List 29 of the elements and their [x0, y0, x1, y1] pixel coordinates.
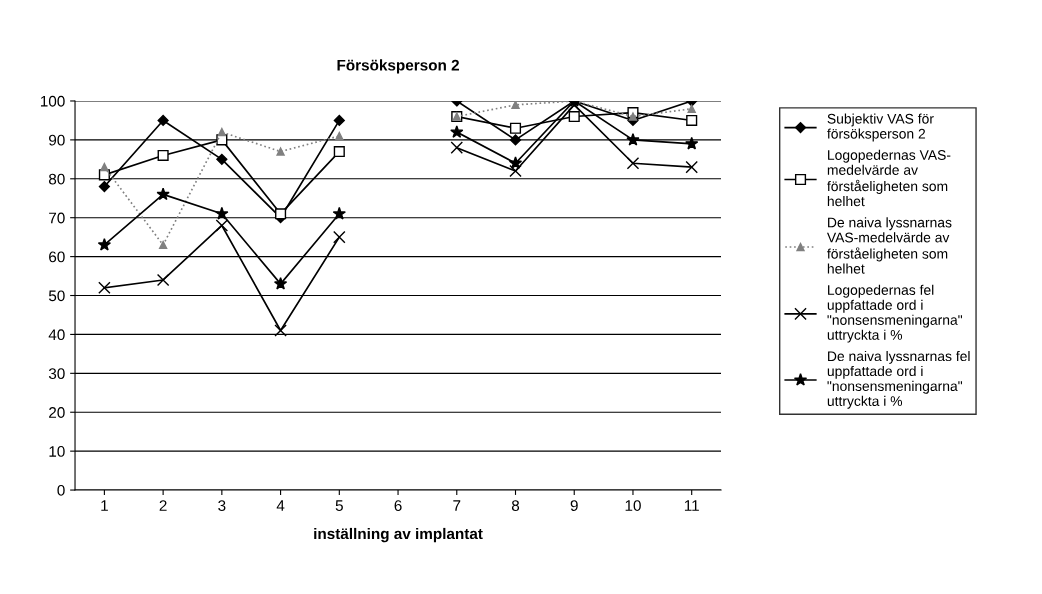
x-tick-label: 2 — [159, 500, 167, 511]
x-tick-label: 9 — [570, 500, 578, 511]
legend-label: Logopedernas VAS- medelvärde av förståeligheten som helhet — [827, 149, 951, 207]
x-tick-label: 6 — [394, 500, 402, 511]
x-tick-label: 5 — [335, 500, 343, 511]
y-tick-label: 40 — [48, 329, 65, 341]
y-tick-label: 50 — [48, 290, 65, 302]
y-tick-label: 80 — [48, 173, 65, 185]
x-tick-label: 1 — [101, 500, 108, 511]
x-tick-label: 7 — [453, 500, 461, 511]
x-tick-label: 8 — [511, 500, 520, 511]
legend-label: De naiva lyssnarnas VAS-medelvärde av förståeligheten som helhet — [826, 217, 952, 274]
x-tick-label: 4 — [276, 500, 285, 511]
y-tick-label: 70 — [49, 212, 65, 224]
y-tick-label: 20 — [49, 407, 65, 418]
y-tick-label: 30 — [48, 368, 65, 380]
y-tick-label: 100 — [40, 95, 65, 107]
legend-label: Subjektiv VAS för försöksperson 2 — [827, 113, 934, 142]
y-tick-label: 10 — [49, 446, 65, 457]
legend-label: De naiva lyssnarnas fel uppfattade ord i "nonsensmeningarna" uttryckta i % — [827, 350, 970, 409]
y-tick-label: 90 — [49, 134, 65, 146]
x-tick-label: 10 — [625, 500, 641, 511]
x-tick-label: 3 — [218, 500, 226, 511]
legend-label: Logopedernas fel uppfattade ord i "nonsensmeningarna" uttryckta i % — [827, 284, 963, 343]
y-tick-label: 0 — [57, 484, 65, 496]
x-tick-label: 11 — [684, 500, 699, 511]
x-axis-title: inställning av implantat — [314, 527, 483, 543]
y-tick-label: 60 — [49, 251, 65, 263]
chart-title: Försöksperson 2 — [337, 59, 459, 74]
